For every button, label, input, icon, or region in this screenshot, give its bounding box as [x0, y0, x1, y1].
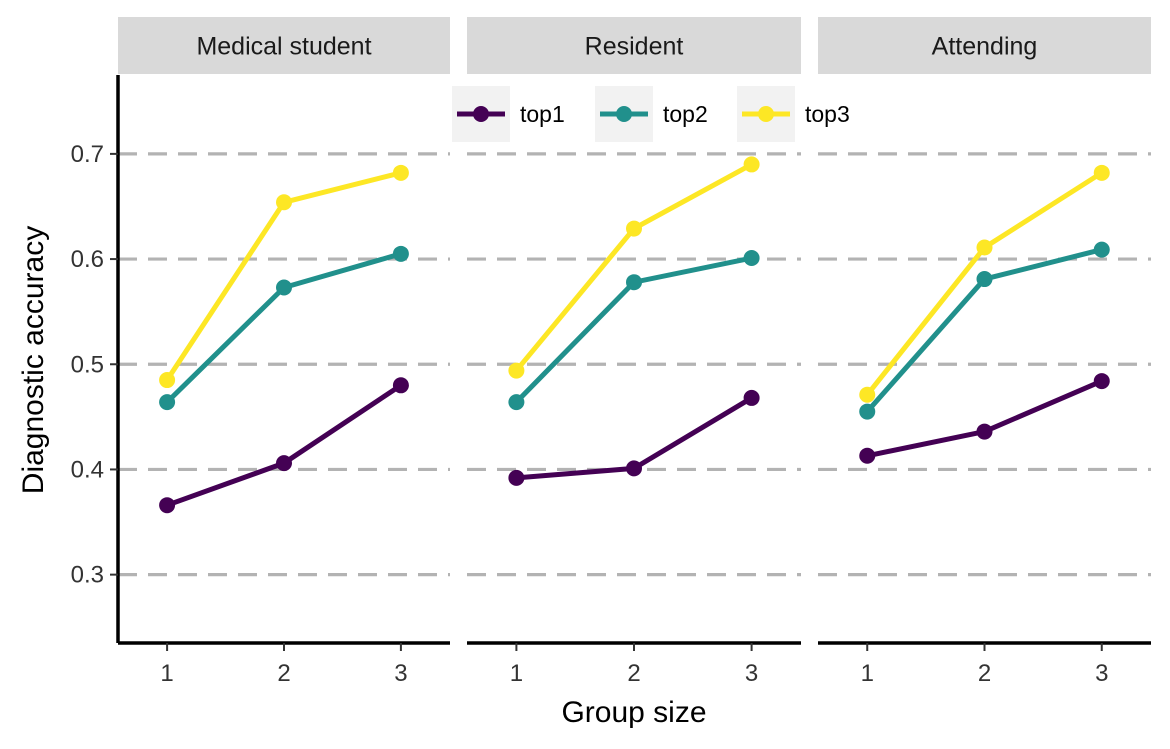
x-tick-label-3-3: 3 [1095, 660, 1108, 687]
x-tick-label-2-3: 3 [745, 660, 758, 687]
x-tick-label-3-1: 1 [861, 660, 874, 687]
series-line-top1-panel-3 [864, 378, 1105, 459]
point-top1-panel-3-x2 [976, 423, 993, 440]
x-axis-title: Group size [561, 696, 706, 729]
facet-label-3: Attending [932, 33, 1038, 61]
point-top1-panel-3-x1 [859, 447, 876, 464]
axes: 0.3 0.4 0.5 0.6 0.7 1 2 3 1 2 3 1 2 3 [71, 75, 1151, 687]
point-top1-panel-2-x3 [743, 389, 760, 406]
legend: top1 top2 top3 [452, 86, 850, 142]
legend-key-point-top3 [758, 106, 774, 122]
point-top3-panel-2-x2 [626, 220, 642, 237]
point-top1-panel-1-x2 [276, 455, 292, 472]
point-top2-panel-2-x3 [743, 250, 760, 267]
point-top3-panel-1-x3 [392, 164, 409, 181]
x-tick-label-1-1: 1 [160, 660, 173, 687]
facet-label-1: Medical student [196, 33, 371, 61]
point-top3-panel-3-x1 [859, 386, 876, 403]
point-top3-panel-1-x2 [276, 194, 292, 211]
facet-label-2: Resident [585, 33, 684, 61]
point-top2-panel-2-x1 [508, 394, 525, 411]
point-top2-panel-1-x3 [392, 245, 409, 262]
legend-label-top3: top3 [805, 101, 850, 127]
y-tick-label-4: 0.6 [71, 246, 104, 273]
x-tick-label-3-2: 2 [978, 660, 991, 687]
x-tick-label-2-2: 2 [627, 660, 640, 687]
point-top3-panel-3-x3 [1093, 164, 1110, 181]
x-tick-label-1-3: 3 [394, 660, 407, 687]
point-top3-panel-2-x3 [743, 156, 760, 173]
point-top3-panel-3-x2 [976, 239, 993, 256]
point-top3-panel-2-x1 [508, 362, 525, 379]
point-top3-panel-1-x1 [159, 372, 176, 389]
point-top2-panel-1-x1 [159, 394, 176, 411]
point-top1-panel-2-x1 [508, 469, 525, 486]
legend-key-point-top2 [616, 106, 632, 122]
point-top1-panel-2-x2 [626, 460, 642, 477]
point-top2-panel-1-x2 [276, 279, 292, 296]
point-top1-panel-3-x3 [1093, 373, 1110, 390]
facet-strip-2 [467, 17, 801, 74]
y-tick-label-5: 0.7 [71, 141, 104, 168]
x-tick-label-1-2: 2 [277, 660, 290, 687]
point-top2-panel-3-x1 [859, 403, 876, 420]
point-top1-panel-1-x1 [159, 497, 176, 514]
point-top2-panel-2-x2 [626, 274, 642, 291]
x-tick-label-2-1: 1 [510, 660, 523, 687]
facet-strip-1 [118, 17, 450, 74]
point-top2-panel-3-x3 [1093, 241, 1110, 258]
y-tick-label-1: 0.3 [71, 562, 104, 589]
legend-label-top1: top1 [520, 101, 565, 127]
facet-strips: Medical student Resident Attending [118, 17, 1151, 74]
point-top2-panel-3-x2 [976, 271, 993, 288]
point-top1-panel-1-x3 [392, 377, 409, 394]
legend-label-top2: top2 [663, 101, 708, 127]
series-layer [159, 156, 1110, 514]
y-tick-label-3: 0.5 [71, 351, 104, 378]
y-tick-label-2: 0.4 [71, 456, 104, 483]
facet-strip-3 [818, 17, 1151, 74]
y-axis-title: Diagnostic accuracy [17, 226, 50, 494]
legend-key-point-top1 [473, 106, 489, 122]
series-line-top1-panel-1 [164, 382, 404, 508]
